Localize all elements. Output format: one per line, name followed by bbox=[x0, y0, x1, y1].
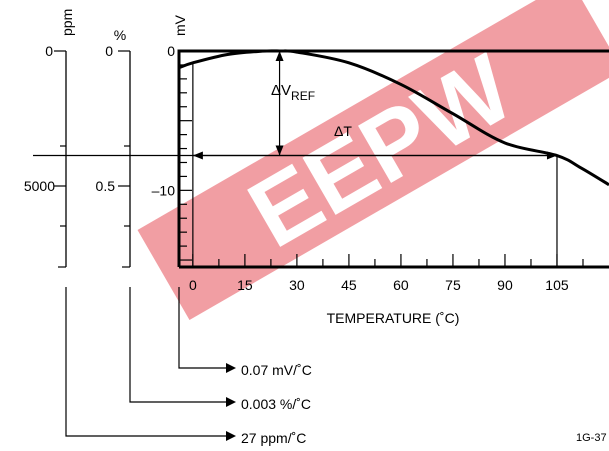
mv-tick-label-minus-10: –10 bbox=[152, 182, 176, 198]
series-line bbox=[178, 49, 609, 187]
x-axis-title: TEMPERATURE (˚C) bbox=[327, 310, 460, 326]
leader-ppm-line bbox=[65, 287, 228, 437]
mv-axis-label: mV bbox=[172, 14, 188, 36]
watermark-text: EEPW bbox=[232, 34, 531, 268]
coefficient-leaders bbox=[65, 287, 236, 441]
percent-axis-label: % bbox=[114, 27, 126, 43]
x-tick-label: 75 bbox=[445, 277, 461, 293]
y-tick-marks bbox=[54, 50, 192, 268]
delta-vref-subscript: REF bbox=[291, 89, 315, 103]
mv-tick-label-0: 0 bbox=[167, 43, 175, 59]
x-tick-label: 15 bbox=[237, 277, 253, 293]
x-tick-label: 0 bbox=[189, 277, 197, 293]
leader-percent-line bbox=[129, 287, 228, 403]
leader-percent-arrowhead bbox=[226, 397, 236, 407]
x-tick-label: 60 bbox=[393, 277, 409, 293]
x-tick-labels: 0 15 30 45 60 75 90 105 bbox=[189, 277, 569, 293]
coef-ppm-label: 27 ppm/˚C bbox=[241, 430, 306, 446]
percent-tick-label-0-5: 0.5 bbox=[96, 178, 116, 194]
watermark: EEPW bbox=[137, 0, 609, 321]
coef-percent-label: 0.003 %/˚C bbox=[241, 396, 311, 412]
coef-mv-label: 0.07 mV/˚C bbox=[241, 362, 312, 378]
delta-vref-arrow bbox=[275, 51, 284, 156]
delta-vref-arrowhead-bottom bbox=[275, 145, 284, 156]
percent-tick-label-0: 0 bbox=[105, 43, 113, 59]
watermark-band bbox=[137, 0, 609, 321]
leader-mv-line bbox=[178, 287, 228, 369]
ppm-tick-label-0: 0 bbox=[45, 43, 53, 59]
delta-vref-arrowhead-top bbox=[275, 51, 284, 61]
x-tick-label: 30 bbox=[289, 277, 305, 293]
delta-t-label: ΔT bbox=[334, 123, 352, 139]
x-tick-label: 45 bbox=[341, 277, 357, 293]
delta-vref-label: ΔVREF bbox=[271, 82, 315, 103]
delta-vref-main: ΔV bbox=[271, 82, 291, 99]
x-tick-label: 90 bbox=[497, 277, 513, 293]
leader-mv-arrowhead bbox=[226, 363, 236, 373]
leader-ppm-arrowhead bbox=[226, 431, 236, 441]
ppm-axis-label: ppm bbox=[59, 9, 75, 36]
ppm-tick-label-5000: 5000 bbox=[24, 178, 55, 194]
figure-id: 1G-37 bbox=[576, 432, 607, 444]
x-tick-label: 105 bbox=[545, 277, 569, 293]
delta-t-arrowhead-left bbox=[192, 151, 203, 160]
